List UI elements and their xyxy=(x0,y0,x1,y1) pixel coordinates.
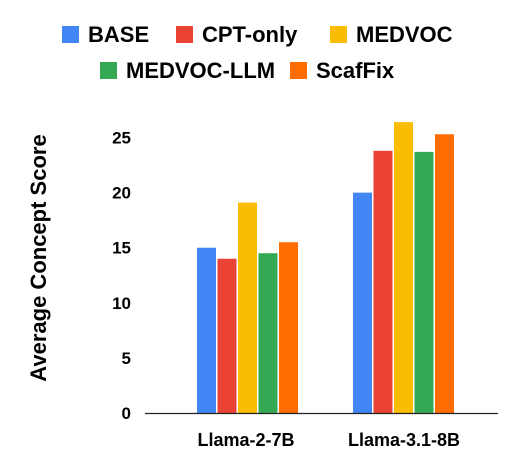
y-tick-label-0: 0 xyxy=(122,404,131,423)
bar-0-1 xyxy=(217,258,237,413)
y-tick-label-1: 5 xyxy=(122,349,131,368)
bar-0-4 xyxy=(279,242,298,413)
legend-swatch-0 xyxy=(62,26,79,43)
bar-1-0 xyxy=(353,192,372,413)
bar-1-4 xyxy=(435,134,454,414)
y-tick-label-4: 20 xyxy=(112,184,131,203)
y-axis: 0 5 10 15 20 25 xyxy=(112,129,131,423)
bar-1-3 xyxy=(414,151,434,414)
bar-0-0 xyxy=(197,247,216,413)
y-tick-label-5: 25 xyxy=(112,129,131,148)
legend-label-0: BASE xyxy=(88,22,149,47)
x-category-label-1: Llama-3.1-8B xyxy=(348,430,460,450)
legend-label-2: MEDVOC xyxy=(356,22,453,47)
legend-swatch-3 xyxy=(100,62,117,79)
bar-1-1 xyxy=(373,150,393,413)
legend-swatch-1 xyxy=(176,26,193,43)
legend: BASE CPT-only MEDVOC MEDVOC-LLM ScafFix xyxy=(62,22,453,83)
bar-0-3 xyxy=(258,253,278,413)
legend-label-1: CPT-only xyxy=(202,22,298,47)
x-category-label-0: Llama-2-7B xyxy=(197,430,294,450)
y-tick-label-3: 15 xyxy=(112,239,131,258)
y-axis-label: Average Concept Score xyxy=(26,134,51,381)
legend-label-4: ScafFix xyxy=(316,58,395,83)
bar-0-2 xyxy=(238,202,257,413)
y-tick-label-2: 10 xyxy=(112,294,131,313)
legend-label-3: MEDVOC-LLM xyxy=(126,58,275,83)
x-axis: Llama-2-7B Llama-3.1-8B xyxy=(145,412,498,450)
bars xyxy=(197,122,454,414)
bar-1-2 xyxy=(394,122,413,414)
legend-swatch-2 xyxy=(330,26,347,43)
legend-swatch-4 xyxy=(290,62,307,79)
